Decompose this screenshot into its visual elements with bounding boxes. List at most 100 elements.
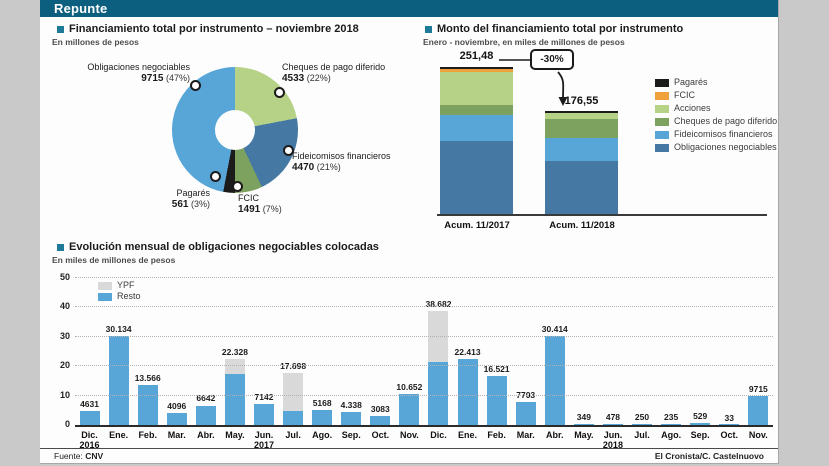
bar: [632, 424, 653, 425]
bar-cell: 4096: [162, 278, 191, 425]
bar-value-label: 7142: [254, 392, 274, 403]
month-label: Nov.: [748, 430, 768, 440]
month-label: Ene.: [458, 430, 478, 440]
legend-swatch-icon: [98, 281, 112, 290]
section-bullet-icon: [57, 243, 64, 251]
x-axis-tick: Dic. 2016: [75, 430, 104, 450]
bar-segment-ypf: [283, 373, 304, 411]
stacked-total-2017: 251,48: [459, 50, 494, 62]
bar-segment-resto: [283, 410, 304, 425]
bar-segment-resto: [79, 411, 100, 425]
month-label: Oct.: [720, 430, 739, 440]
bar: [137, 385, 158, 425]
stacked-title-row: Monto del financiamiento total por instr…: [425, 23, 778, 35]
x-axis-tick: Ene.: [453, 430, 482, 450]
footer-credit: El Cronista/C. Castelnuovo: [654, 451, 764, 461]
gridline: [75, 306, 773, 308]
x-axis-tick: Feb.: [133, 430, 162, 450]
legend-label: Cheques de pago diferido: [674, 116, 778, 126]
donut-title: Financiamiento total por instrumento – n…: [69, 23, 359, 35]
stacked-title: Monto del financiamiento total por instr…: [437, 23, 684, 35]
bar-segment-resto: [224, 374, 245, 425]
bar-segment-ypf: [224, 359, 245, 375]
x-axis-tick: Jun. 2017: [249, 430, 278, 450]
bar: [370, 415, 391, 425]
monthly-legend: YPF Resto: [98, 281, 141, 303]
bar-segment-resto: [632, 424, 653, 425]
legend-item: YPF: [98, 281, 141, 290]
y-axis-tick: 40: [59, 301, 70, 312]
change-arrow-icon: [499, 59, 568, 106]
donut-label-cheques: Cheques de pago diferido 4533 (22%): [282, 62, 386, 84]
stack-segment: [440, 71, 513, 106]
monthly-x-labels: Dic. 2016 Ene. Feb. Mar. Abr. May. Jun. 2017 Jul.…: [75, 430, 773, 450]
bar-segment-resto: [457, 359, 478, 425]
stack-segment: [440, 67, 513, 70]
bar-segment-resto: [573, 424, 594, 425]
donut-panel: Financiamiento total por instrumento – n…: [40, 17, 411, 233]
legend-item: Acciones: [655, 104, 777, 113]
month-label: Ene.: [109, 430, 129, 440]
bar-value-label: 10.652: [396, 381, 423, 392]
legend-swatch-icon: [98, 292, 112, 301]
bar-segment-resto: [661, 424, 682, 425]
legend-label: Acciones: [674, 103, 711, 113]
bar-segment-resto: [370, 415, 391, 425]
monthly-subtitle: En miles de millones de pesos: [52, 255, 176, 265]
section-bullet-icon: [425, 25, 432, 33]
bar-value-label: 3083: [370, 403, 390, 414]
bar: [108, 336, 129, 425]
stack-segment: [545, 118, 618, 139]
stack-segment: [440, 140, 513, 214]
bar: [719, 424, 740, 425]
x-axis-tick: Abr.: [540, 430, 569, 450]
month-label: Mar.: [516, 430, 535, 440]
stacked-legend: Pagarés FCIC Acciones Cheques de pago difer…: [655, 78, 777, 156]
x-axis-tick: Nov.: [395, 430, 424, 450]
monthly-title: Evolución mensual de obligaciones negoci…: [69, 241, 379, 253]
x-axis-tick: Abr.: [191, 430, 220, 450]
footer-source: Fuente: CNV: [54, 451, 104, 461]
bar-value-label: 250: [634, 412, 650, 423]
month-label: Nov.: [399, 430, 419, 440]
bar-segment-resto: [399, 393, 420, 425]
legend-item: Obligaciones negociables: [655, 143, 777, 152]
bar: [486, 376, 507, 425]
gridline: [75, 365, 773, 367]
bar-segment-resto: [108, 336, 129, 425]
bar: [166, 413, 187, 425]
marker-dot-fideicomisos: [283, 145, 294, 156]
month-label: May.: [574, 430, 594, 440]
bar-cell: 3083: [366, 278, 395, 425]
x-axis-tick: Oct.: [715, 430, 744, 450]
bar: [283, 373, 304, 425]
month-label: Ago.: [312, 430, 333, 440]
bar: [573, 424, 594, 425]
bar: [690, 423, 711, 425]
x-axis-tick: Oct.: [366, 430, 395, 450]
bar-segment-resto: [719, 424, 740, 425]
bar-value-label: 529: [693, 411, 708, 422]
donut-label-obligaciones: Obligaciones negociables 9715 (47%): [87, 62, 190, 84]
bar-cell: 17.698: [279, 278, 308, 425]
bar-segment-resto: [748, 396, 769, 425]
bar-segment-resto: [602, 423, 623, 425]
change-callout: -30%: [530, 49, 574, 70]
legend-swatch-icon: [655, 104, 669, 113]
month-label: Abr.: [546, 430, 564, 440]
month-label: Dic.: [81, 430, 98, 440]
month-label: Feb.: [487, 430, 506, 440]
bar-cell: 9715: [744, 278, 773, 425]
bar-value-label: 349: [576, 411, 591, 422]
bar: [254, 404, 274, 425]
x-axis-tick: Mar.: [511, 430, 540, 450]
stack-segment: [545, 112, 618, 119]
bar: [224, 359, 245, 425]
bar-value-label: 13.566: [134, 373, 161, 384]
y-axis-tick: 50: [59, 272, 70, 282]
legend-label: Obligaciones negociables: [674, 142, 777, 152]
month-label: Jul.: [285, 430, 301, 440]
monthly-title-row: Evolución mensual de obligaciones negoci…: [57, 241, 778, 253]
legend-swatch-icon: [655, 78, 669, 87]
gridline: [75, 335, 773, 337]
